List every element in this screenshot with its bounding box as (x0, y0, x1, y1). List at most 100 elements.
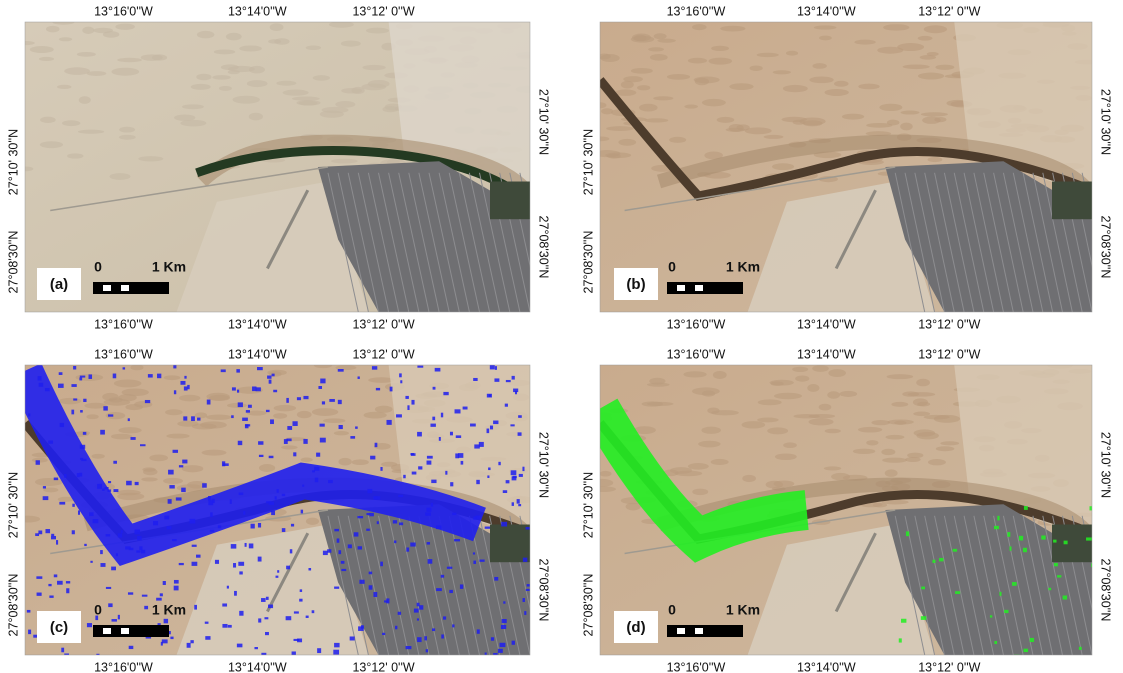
overlay-speck (176, 497, 182, 500)
dune (86, 414, 98, 419)
dune (93, 28, 113, 34)
overlay-speck (299, 599, 302, 602)
overlay-speck (181, 488, 186, 492)
dune (59, 37, 72, 41)
overlay-speck (60, 423, 64, 427)
overlay-speck (113, 489, 118, 492)
dune (717, 117, 735, 123)
dune (824, 89, 848, 96)
dune (720, 26, 745, 32)
overlay-speck (380, 467, 382, 471)
overlay-speck (410, 542, 415, 546)
overlay-speck (239, 571, 242, 574)
overlay-speck (96, 654, 99, 658)
overlay-speck (257, 367, 263, 370)
bottom-tick-label: 13°14'0''W (797, 660, 856, 673)
dune (118, 427, 141, 433)
overlay-speck (261, 598, 266, 602)
dune (650, 54, 668, 61)
dune (239, 45, 262, 51)
dune (927, 52, 939, 56)
overlay-speck (100, 563, 105, 567)
overlay-speck (293, 452, 296, 456)
overlay-speck (28, 630, 31, 635)
overlay-speck (191, 416, 195, 421)
dune (117, 58, 142, 62)
overlay-speck (160, 593, 163, 596)
dune (163, 478, 183, 484)
overlay-speck (45, 529, 50, 533)
dune (921, 112, 948, 116)
overlay-speck (333, 650, 339, 655)
dune (786, 51, 798, 56)
dune (902, 391, 919, 396)
overlay-speck (341, 569, 346, 571)
overlay-speck (373, 592, 377, 597)
dune (606, 126, 634, 131)
overlay-speck (431, 480, 436, 483)
dune (114, 379, 142, 387)
dune (259, 464, 275, 472)
overlay-speck (174, 586, 179, 591)
dune (881, 449, 895, 455)
overlay-speck (473, 552, 475, 554)
overlay-speck (511, 470, 517, 475)
overlay-speck (303, 439, 307, 444)
dune (306, 46, 321, 50)
overlay-speck (254, 647, 257, 649)
overlay-speck (372, 366, 377, 369)
dune (219, 86, 232, 91)
dune (312, 408, 338, 416)
dune (130, 365, 143, 371)
overlay-speck (316, 453, 320, 457)
dune (35, 478, 63, 486)
dune (249, 66, 265, 74)
overlay-speck (271, 511, 275, 515)
overlay-speck (460, 584, 463, 588)
overlay-speck (97, 484, 102, 489)
overlay-speck (432, 628, 435, 631)
overlay-speck (411, 453, 416, 456)
dune (913, 398, 928, 406)
dune (795, 375, 809, 381)
dune (774, 393, 802, 400)
dune (764, 135, 784, 139)
dune (77, 52, 96, 57)
dune (913, 412, 930, 417)
overlay-speck (417, 637, 422, 642)
dune (684, 104, 698, 108)
overlay-speck (157, 374, 161, 379)
dune (647, 402, 674, 406)
overlay-speck (73, 398, 77, 400)
dune (605, 152, 631, 158)
overlay-speck (125, 546, 131, 549)
overlay-speck (93, 519, 99, 523)
panel-label: (c) (50, 619, 68, 636)
overlay-speck (59, 372, 63, 375)
overlay-speck (277, 489, 279, 493)
overlay-speck (43, 486, 46, 488)
dune (109, 173, 130, 180)
bottom-tick-label: 13°12' 0''W (918, 317, 980, 331)
overlay-speck (303, 396, 308, 399)
overlay-speck (273, 390, 277, 392)
overlay-speck (999, 592, 1001, 596)
dune (331, 159, 358, 164)
dune (698, 441, 720, 448)
top-tick-label: 13°12' 0''W (918, 347, 980, 361)
dune (782, 117, 807, 122)
overlay-speck (339, 425, 343, 429)
overlay-speck (527, 584, 532, 586)
overlay-speck (436, 525, 442, 529)
dune (694, 76, 720, 83)
overlay-speck (369, 585, 373, 589)
overlay-speck (394, 540, 396, 543)
overlay-speck (233, 563, 236, 568)
overlay-speck (190, 519, 196, 524)
overlay-speck (242, 418, 248, 421)
overlay-speck (955, 591, 960, 594)
overlay-speck (1009, 546, 1011, 550)
overlay-speck (386, 598, 389, 603)
overlay-speck (144, 606, 148, 609)
overlay-speck (443, 392, 448, 395)
